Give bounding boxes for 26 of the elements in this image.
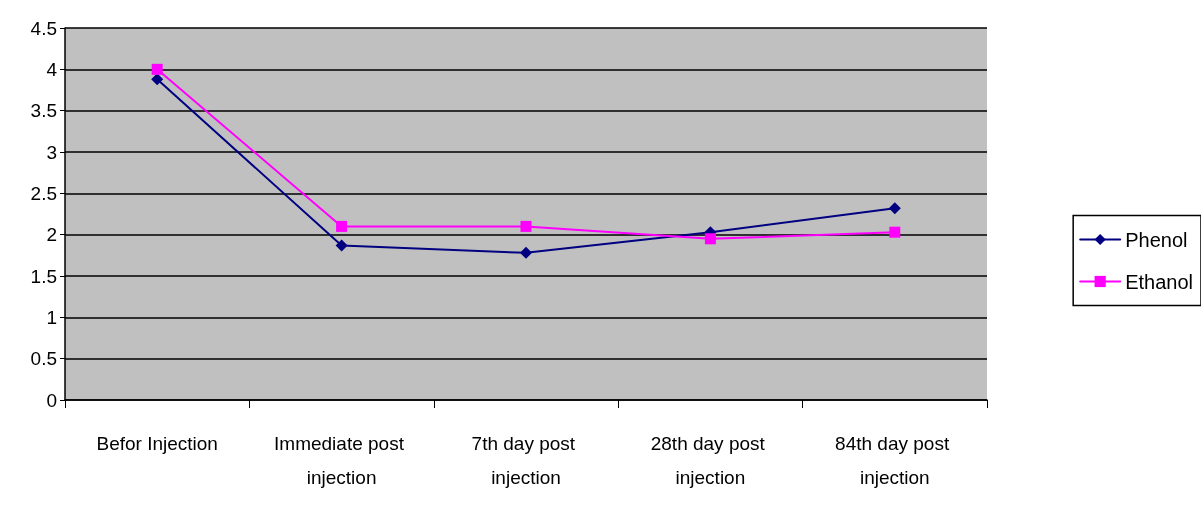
y-tick-label: 0 xyxy=(46,389,57,411)
y-tick-label: 2.5 xyxy=(30,182,57,204)
y-tick-label: 0.5 xyxy=(30,348,57,370)
point xyxy=(335,239,348,252)
point xyxy=(520,246,532,259)
y-tick-label: 3 xyxy=(46,141,57,163)
legend-label: Phenol xyxy=(1125,228,1188,251)
point xyxy=(520,220,532,232)
point xyxy=(888,202,901,215)
point xyxy=(704,233,716,245)
y-tick-label: 2 xyxy=(46,224,57,246)
y-tick-label: 1 xyxy=(46,306,57,328)
x-tick-label: Immediate post injection xyxy=(274,432,410,488)
point xyxy=(336,220,348,232)
point xyxy=(151,63,163,75)
y-tick-label: 4 xyxy=(46,58,58,80)
x-tick-label: 7th day post injection xyxy=(471,432,581,488)
y-tick-label: 4.5 xyxy=(30,17,57,39)
legend-label: Ethanol xyxy=(1125,270,1194,293)
point xyxy=(151,73,164,86)
x-tick-label: Befor Injection xyxy=(96,432,218,454)
x-tick-label: 84th day post injection xyxy=(835,432,955,488)
point xyxy=(889,226,901,238)
x-tick-label: 28th day post injection xyxy=(650,432,771,488)
y-tick-label: 1.5 xyxy=(30,265,57,287)
y-tick-label: 3.5 xyxy=(30,100,57,122)
